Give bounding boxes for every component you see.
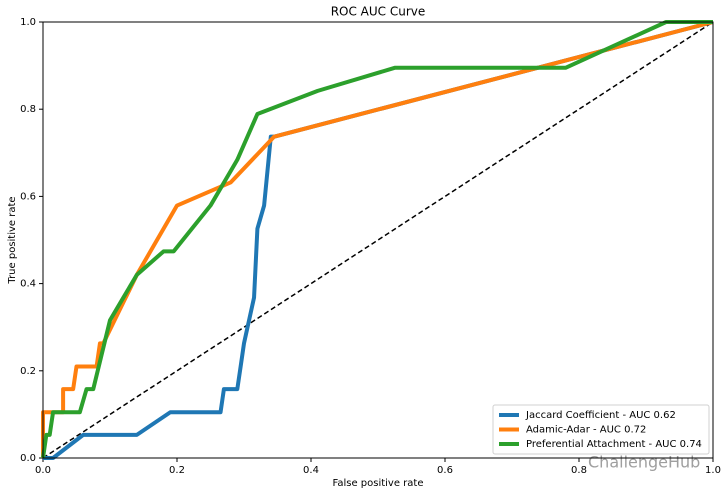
y-tick-label: 0.2 <box>20 366 36 377</box>
chart-title: ROC AUC Curve <box>331 5 426 19</box>
x-tick-label: 1.0 <box>705 465 721 476</box>
x-tick-label: 0.0 <box>35 465 51 476</box>
x-tick-label: 0.2 <box>169 465 185 476</box>
chance-line <box>42 21 714 459</box>
y-tick-label: 1.0 <box>20 17 36 28</box>
x-tick-label: 0.8 <box>571 465 587 476</box>
legend-label: Jaccard Coefficient - AUC 0.62 <box>525 410 676 421</box>
y-tick-label: 0.6 <box>20 191 36 202</box>
roc-line <box>41 20 714 458</box>
x-tick-label: 0.6 <box>437 465 453 476</box>
y-tick-label: 0.8 <box>20 104 36 115</box>
roc-line <box>43 20 714 460</box>
y-tick-label: 0.0 <box>20 453 36 464</box>
plot-frame <box>42 21 714 459</box>
legend-label: Preferential Attachment - AUC 0.74 <box>526 439 702 450</box>
watermark: ChallengeHub <box>588 453 700 472</box>
legend-box <box>492 404 710 455</box>
legend-label: Adamic-Adar - AUC 0.72 <box>526 425 646 436</box>
roc-line <box>41 20 713 459</box>
x-tick-label: 0.4 <box>303 465 319 476</box>
x-axis-label: False positive rate <box>333 478 424 489</box>
y-axis-label: True positive rate <box>7 196 18 284</box>
y-tick-label: 0.4 <box>20 279 36 290</box>
